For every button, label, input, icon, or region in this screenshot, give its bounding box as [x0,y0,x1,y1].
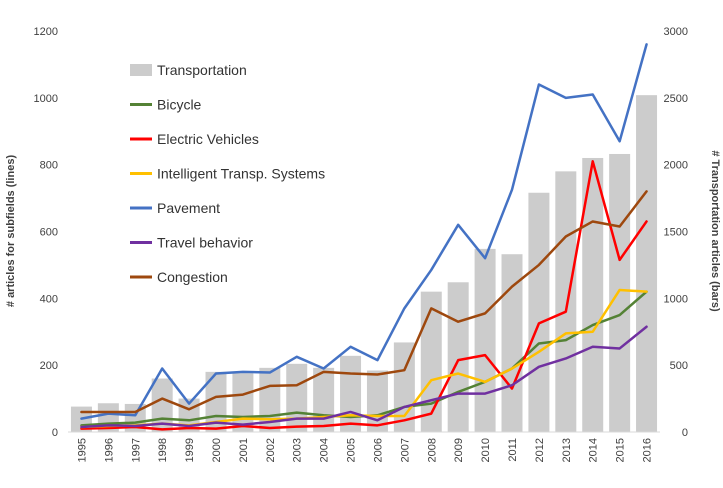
x-tick-label: 2006 [372,438,384,462]
x-tick-label: 2009 [453,438,465,462]
y-left-tick-label: 600 [40,227,58,239]
x-tick-label: 2012 [534,438,546,462]
bar-transportation-2009 [447,282,469,432]
x-tick-label: 1998 [157,438,169,462]
x-tick-label: 2016 [642,438,654,462]
legend-label-transportation: Transportation [157,62,247,78]
y-left-tick-label: 200 [40,360,58,372]
x-tick-label: 2015 [615,438,627,462]
y-left-tick-label: 400 [40,293,58,305]
x-tick-label: 2007 [399,438,411,462]
legend-label-congestion: Congestion [157,269,228,285]
bar-transportation-2014 [582,157,604,433]
line-pavement [80,43,648,420]
line-congestion [80,190,648,414]
x-tick-label: 2008 [426,438,438,462]
y-right-tick-label: 1000 [664,293,688,305]
bar-transportation-2003 [286,363,308,432]
lines-layer [80,43,648,431]
legend-label-intelligent-transp-systems: Intelligent Transp. Systems [157,166,325,182]
line-travel-behavior [80,325,648,429]
x-tick-label: 2000 [211,438,223,462]
bar-transportation-2013 [555,171,577,432]
y-axis-left-title: # articles for subfields (lines) [5,155,17,308]
bar-transportation-2008 [420,291,442,432]
x-tick-label: 2014 [588,438,600,462]
y-right-tick-label: 2000 [664,160,688,172]
bar-transportation-2010 [474,248,496,432]
x-tick-label: 1996 [103,438,115,462]
y-left-tick-label: 800 [40,160,58,172]
x-tick-label: 1999 [184,438,196,462]
line-electric-vehicles [80,160,648,431]
x-tick-label: 1995 [76,438,88,462]
y-right-tick-label: 500 [670,360,688,372]
y-right-tick-label: 3000 [664,26,688,38]
bar-transportation-2012 [528,192,550,432]
bar-transportation-2015 [609,153,631,432]
y-left-tick-label: 1200 [34,26,58,38]
x-tick-label: 2013 [561,438,573,462]
legend-swatch-transportation [130,64,152,76]
y-axis-right-title: # Transportation articles (bars) [709,150,721,312]
y-right-tick-label: 1500 [664,227,688,239]
x-tick-label: 2005 [346,438,358,462]
x-tick-label: 2002 [265,438,277,462]
x-tick-label: 2011 [507,438,519,462]
x-tick-label: 2010 [480,438,492,462]
x-tick-label: 1997 [130,438,142,462]
y-right-tick-label: 0 [682,427,688,439]
y-left-tick-label: 1000 [34,93,58,105]
x-tick-label: 2004 [319,438,331,462]
x-tick-label: 2001 [238,438,250,462]
y-left-tick-label: 0 [52,427,58,439]
legend: Transportation Bicycle Electric Vehicles In… [130,62,325,285]
legend-label-pavement: Pavement [157,200,220,216]
y-right-tick-label: 2500 [664,93,688,105]
x-tick-label: 2003 [292,438,304,462]
legend-label-travel-behavior: Travel behavior [157,235,253,251]
legend-label-bicycle: Bicycle [157,97,202,113]
bar-transportation-2016 [636,95,658,432]
legend-label-electric-vehicles: Electric Vehicles [157,131,259,147]
bar-transportation-2004 [313,367,335,432]
bar-transportation-2005 [340,355,362,432]
ticks-layer: 0 200 400 600 800 1000 1200 0 500 1000 1500 2000 250… [34,26,688,462]
